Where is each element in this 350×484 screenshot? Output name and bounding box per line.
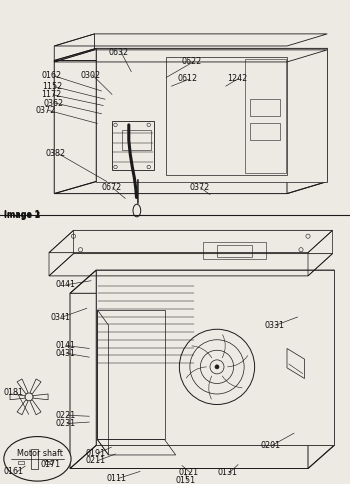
Text: 0191: 0191	[86, 449, 106, 458]
Text: Image 1: Image 1	[4, 210, 40, 219]
Text: 0131: 0131	[217, 469, 237, 477]
Text: 0382: 0382	[46, 150, 66, 158]
Text: 0372: 0372	[189, 183, 209, 192]
Text: 0201: 0201	[261, 441, 281, 450]
Text: 0161: 0161	[4, 468, 23, 476]
Text: 1172: 1172	[41, 91, 62, 99]
Text: 0181: 0181	[4, 388, 23, 396]
Ellipse shape	[133, 204, 141, 217]
Text: 0302: 0302	[80, 71, 101, 79]
Text: 0151: 0151	[175, 476, 195, 484]
Text: 0111: 0111	[107, 474, 127, 483]
Text: Image 2: Image 2	[4, 211, 40, 220]
Text: 0121: 0121	[178, 469, 199, 477]
Ellipse shape	[4, 437, 71, 481]
Text: 0362: 0362	[44, 99, 64, 107]
Text: 1242: 1242	[227, 74, 247, 83]
Ellipse shape	[215, 365, 219, 369]
Text: 0341: 0341	[51, 313, 71, 321]
Text: 0672: 0672	[102, 183, 122, 192]
Text: 0231: 0231	[56, 419, 76, 428]
Text: 0331: 0331	[264, 321, 284, 330]
Text: 0612: 0612	[178, 75, 198, 83]
Text: 0211: 0211	[86, 456, 106, 465]
Text: 0141: 0141	[55, 341, 75, 350]
Text: 0431: 0431	[55, 349, 75, 358]
Text: 0162: 0162	[42, 72, 62, 80]
Polygon shape	[96, 48, 327, 182]
Text: 1152: 1152	[42, 82, 62, 91]
Ellipse shape	[25, 393, 33, 401]
Text: 0372: 0372	[35, 106, 55, 115]
Text: 0622: 0622	[181, 58, 202, 66]
Polygon shape	[96, 270, 334, 445]
Text: 0441: 0441	[56, 280, 76, 289]
Text: 0221: 0221	[56, 411, 76, 420]
Text: Motor shaft: Motor shaft	[17, 450, 63, 458]
Text: 0171: 0171	[40, 460, 60, 469]
Text: 0632: 0632	[108, 48, 129, 57]
